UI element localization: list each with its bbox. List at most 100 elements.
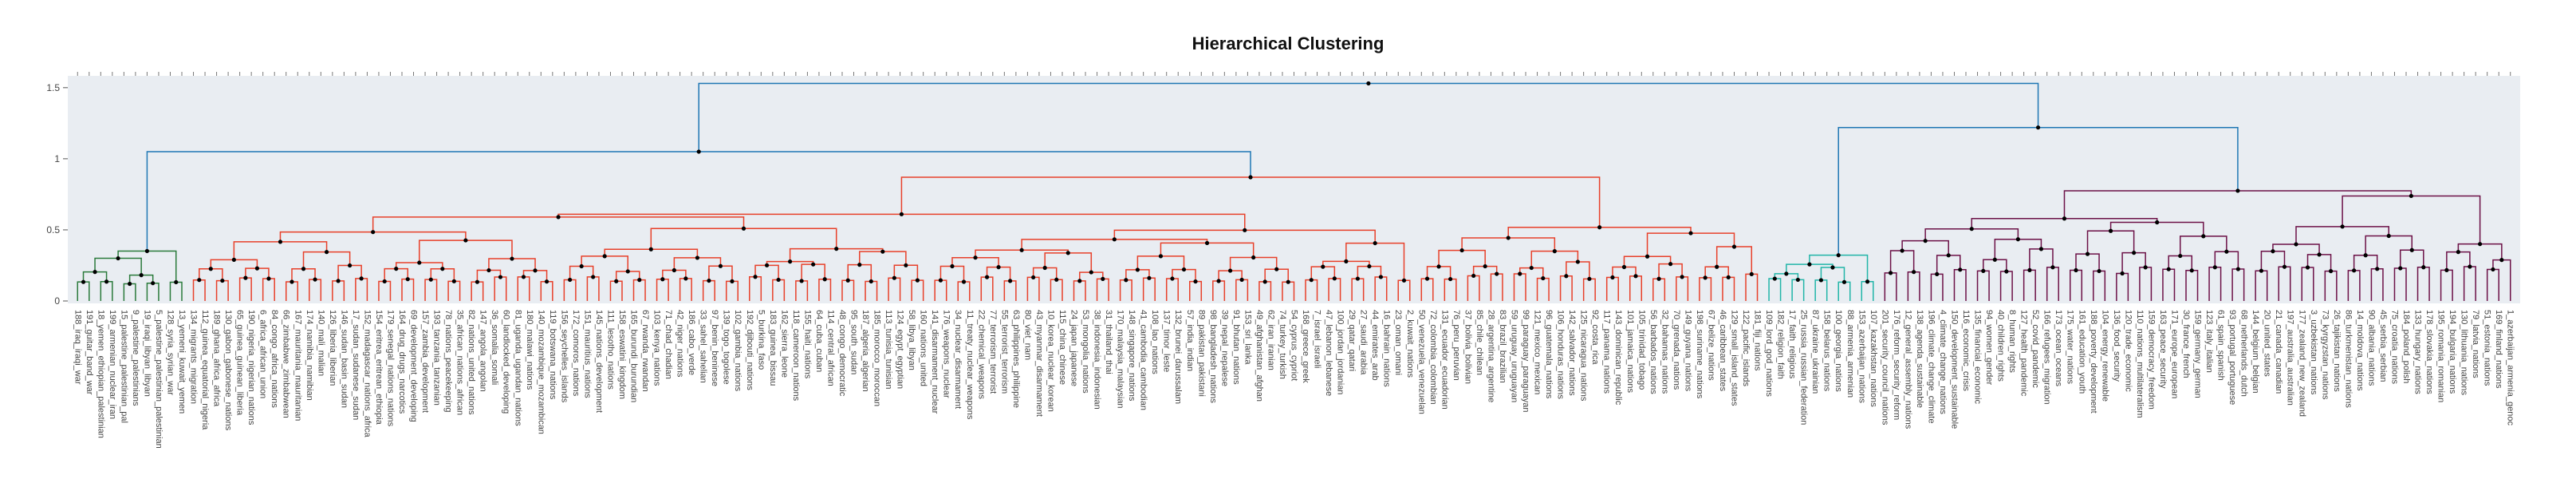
leaf-label: 199_armenian_nuclear_iran (108, 310, 117, 419)
merge-node (591, 275, 596, 279)
leaf-label: 157_zambia_development (420, 310, 430, 413)
leaf-label: 198_suriname_nations (1695, 310, 1704, 399)
merge-node (1112, 237, 1117, 242)
merge-node (254, 266, 260, 271)
leaf-label: 60_landlocked_developing (502, 310, 511, 414)
merge-node (1633, 274, 1638, 279)
merge-node (1101, 276, 1105, 281)
merge-node (1193, 279, 1198, 284)
leaf-label: 124_egypt_egyptian (896, 310, 905, 389)
leaf-label: 9_palestine_palestinians (131, 310, 140, 406)
leaf-label: 87_ukraine_ukrainian (1810, 310, 1820, 394)
leaf-label: 106_honduras_nations (1556, 310, 1566, 399)
leaf-label: 167_mauritania_mauritanian (293, 310, 302, 421)
leaf-label: 160_nations_united (919, 310, 928, 386)
merge-node (2074, 267, 2078, 273)
leaf-label: 144_belgium_belgian (2251, 310, 2260, 394)
leaf-label: 138_agenda_sustainable (1915, 310, 1924, 408)
merge-node (753, 275, 758, 279)
leaf-label: 108_lao_nations (1150, 310, 1160, 374)
merge-node (915, 278, 920, 283)
merge-node (579, 263, 584, 269)
merge-node (1731, 244, 1737, 249)
merge-node (1170, 276, 1175, 281)
leaf-label: 105_trinidad_tobago (1637, 310, 1646, 390)
leaf-label: 88_armenia_armenian (1845, 310, 1855, 398)
leaf-label: 111_lesotho_nations (605, 310, 615, 390)
merge-node (1181, 267, 1187, 272)
merge-node (2166, 267, 2171, 271)
merge-node (1688, 231, 1693, 236)
merge-node (1749, 271, 1754, 277)
merge-node (799, 279, 804, 283)
merge-node (1552, 249, 1557, 254)
leaf-label: 153_azerbaijan_nations (1857, 310, 1866, 403)
leaf-label: 58_libya_libyan (907, 310, 916, 370)
leaf-label: 163_peace_security (2158, 310, 2168, 389)
leaf-label: 126_liberia_liberian (328, 310, 337, 386)
merge-node (683, 276, 688, 281)
merge-node (857, 263, 862, 267)
leaf-label: 81_uganda_ugandan_nations (513, 310, 522, 426)
merge-node (2143, 265, 2148, 270)
merge-node (1564, 274, 1569, 279)
merge-node (451, 279, 456, 283)
leaf-label: 115_china_chinese (1058, 310, 1067, 385)
merge-node (556, 215, 561, 220)
leaf-label: 93_portugal_portuguese (2227, 310, 2237, 405)
leaf-label: 119_botswana_nations (548, 310, 557, 400)
leaf-label: 80_viet_nam (1022, 310, 1032, 360)
leaf-label: 125_nicaragua_nations (1579, 310, 1589, 402)
merge-node (1332, 276, 1337, 281)
merge-node (510, 256, 514, 261)
merge-node (1077, 279, 1082, 283)
merge-node (428, 277, 433, 282)
leaf-label: 63_philippines_philippine (1011, 310, 1021, 408)
leaf-label: 37_bolivia_bolivian (1463, 310, 1472, 384)
leaf-label: 150_development_sustainable (1949, 310, 1959, 429)
merge-node (1483, 263, 1487, 269)
leaf-label: 131_ecuador_ecuadorian (1440, 310, 1449, 410)
merge-node (2027, 267, 2032, 273)
leaf-label: 55_terrorist_terrorism (999, 310, 1009, 394)
leaf-label: 153_sri_lanka (1243, 310, 1252, 365)
merge-node (382, 279, 387, 284)
leaf-label: 62_iran_iranian (1266, 310, 1275, 370)
leaf-label: 24_japan_japanese (1069, 310, 1079, 386)
merge-node (2271, 249, 2275, 254)
merge-node (2038, 247, 2044, 251)
merge-node (1436, 264, 1441, 269)
leaf-label: 104_energy_renewable (2100, 310, 2109, 402)
leaf-label: 70_grenada_nations (1672, 310, 1681, 390)
merge-node (899, 212, 904, 216)
leaf-label: 177_zealand_new_zealand (2297, 310, 2306, 417)
merge-node (1981, 268, 1986, 273)
merge-node (811, 262, 816, 267)
leaf-label: 65_guinea_guinean_liberia (235, 310, 245, 416)
merge-node (231, 257, 236, 262)
merge-node (1784, 271, 1789, 276)
leaf-label: 166_refugees_migration (2042, 310, 2052, 405)
merge-node (1818, 278, 1824, 283)
leaf-label: 186_cabo_verde (687, 310, 696, 375)
merge-node (2120, 271, 2125, 276)
leaf-label: 23_oman_omani (1393, 310, 1403, 375)
leaf-label: 193_tanzania_tanzanian (432, 310, 442, 406)
leaf-label: 117_panama_nations (1602, 310, 1612, 394)
merge-node (139, 273, 144, 278)
leaf-label: 107_kazakhstan_nations (1869, 310, 1878, 407)
leaf-label: 28_argentina_argentine (1486, 310, 1495, 402)
leaf-label: 158_eswatini_kingdom (617, 310, 627, 399)
merge-node (730, 279, 735, 283)
leaf-label: 49_afghanistan_afghan (1255, 310, 1264, 402)
merge-node (1969, 227, 1974, 232)
leaf-label: 10_korea_nuclear_korean (1046, 310, 1055, 412)
leaf-label: 175_water_nations (2066, 310, 2075, 384)
merge-node (1518, 271, 1522, 276)
merge-node (695, 255, 700, 260)
merge-node (2178, 253, 2183, 259)
merge-node (2235, 188, 2240, 193)
merge-node (486, 267, 491, 273)
leaf-label: 127_health_pandemic (2019, 310, 2029, 397)
merge-node (2015, 237, 2020, 242)
